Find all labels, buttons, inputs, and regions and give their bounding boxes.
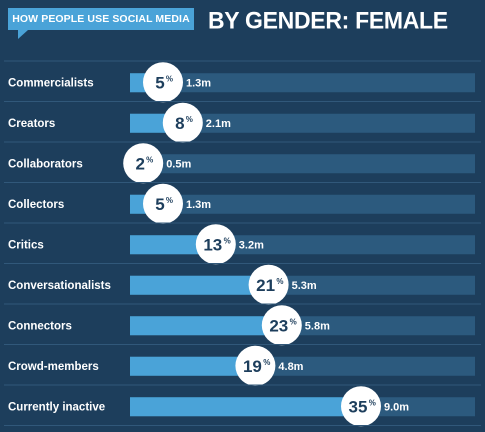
percent-sign: % — [276, 277, 283, 286]
bar — [130, 397, 361, 417]
percent-sign: % — [166, 74, 173, 83]
percent-label: 8 — [175, 114, 184, 133]
bar — [130, 235, 216, 255]
percent-sign: % — [369, 398, 376, 407]
percent-label: 23 — [269, 316, 288, 335]
header-tag-pointer — [18, 30, 28, 39]
percent-label: 5 — [155, 195, 164, 214]
category-label: Critics — [8, 239, 44, 251]
bar — [130, 316, 282, 336]
percent-label: 5 — [155, 73, 164, 92]
header-tag: HOW PEOPLE USE SOCIAL MEDIA — [8, 8, 194, 30]
percent-circle — [143, 62, 183, 103]
percent-sign: % — [224, 236, 231, 245]
percent-circle — [195, 224, 236, 265]
value-label: 2.1m — [206, 118, 231, 130]
percent-label: 21 — [256, 276, 275, 295]
value-label: 3.2m — [239, 239, 264, 251]
category-label: Connectors — [8, 320, 72, 332]
percent-circle — [123, 143, 164, 184]
percent-sign: % — [263, 358, 270, 367]
percent-circle — [341, 386, 381, 427]
percent-circle — [261, 305, 302, 346]
percent-sign: % — [146, 155, 153, 164]
percent-sign: % — [166, 196, 173, 205]
percent-label: 13 — [203, 235, 222, 254]
page-title: BY GENDER: FEMALE — [208, 6, 448, 34]
percent-label: 35 — [349, 397, 368, 416]
category-label: Creators — [8, 118, 55, 130]
category-label: Crowd-members — [8, 361, 99, 373]
value-label: 9.0m — [384, 401, 409, 413]
percent-sign: % — [290, 317, 297, 326]
category-label: Collectors — [8, 199, 64, 211]
category-label: Conversationalists — [8, 280, 111, 292]
value-label: 1.3m — [186, 77, 211, 89]
category-label: Collaborators — [8, 158, 83, 170]
bar — [130, 356, 256, 376]
bar-track — [130, 154, 475, 174]
percent-circle — [235, 345, 276, 386]
percent-circle — [162, 102, 203, 143]
value-label: 5.3m — [292, 280, 317, 292]
percent-label: 19 — [243, 357, 262, 376]
bar-track — [130, 113, 475, 133]
category-label: Currently inactive — [8, 401, 105, 413]
bar-track — [130, 73, 475, 93]
percent-sign: % — [186, 115, 193, 124]
value-label: 4.8m — [278, 361, 303, 373]
percent-circle — [143, 183, 183, 224]
bar-track — [130, 194, 475, 214]
value-label: 5.8m — [305, 320, 330, 332]
percent-circle — [248, 264, 289, 305]
value-label: 1.3m — [186, 199, 211, 211]
bar — [130, 275, 269, 295]
percent-label: 2 — [135, 154, 144, 173]
value-label: 0.5m — [166, 158, 191, 170]
category-label: Commercialists — [8, 77, 94, 89]
